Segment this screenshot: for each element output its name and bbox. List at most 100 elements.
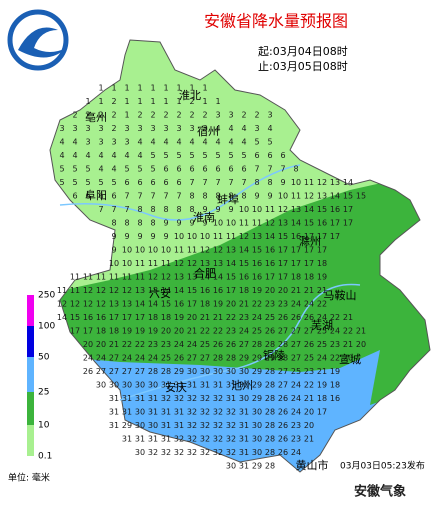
grid-value: 7 xyxy=(241,178,246,187)
legend-band xyxy=(27,425,34,456)
grid-value: 21 xyxy=(304,286,314,295)
grid-value: 12 xyxy=(83,286,93,295)
grid-value: 22 xyxy=(252,300,262,309)
city-label: 淮南 xyxy=(193,211,215,224)
grid-value: 3 xyxy=(98,138,103,147)
grid-value: 9 xyxy=(111,232,116,241)
grid-value: 20 xyxy=(343,354,353,363)
grid-value: 26 xyxy=(278,435,288,444)
grid-value: 8 xyxy=(137,205,142,214)
grid-value: 23 xyxy=(226,327,236,336)
grid-value: 17 xyxy=(187,300,197,309)
grid-value: 24 xyxy=(96,354,106,363)
grid-value: 29 xyxy=(252,462,262,471)
grid-value: 6 xyxy=(280,151,285,160)
grid-value: 5 xyxy=(228,151,233,160)
grid-value: 1 xyxy=(124,97,129,106)
grid-value: 23 xyxy=(148,340,158,349)
grid-value: 24 xyxy=(317,354,327,363)
grid-value: 9 xyxy=(267,192,272,201)
grid-value: 3 xyxy=(228,111,233,120)
grid-value: 27 xyxy=(278,327,288,336)
grid-value: 14 xyxy=(291,219,301,228)
grid-value: 29 xyxy=(239,354,249,363)
grid-value: 30 xyxy=(213,367,223,376)
grid-value: 32 xyxy=(187,408,197,417)
grid-value: 31 xyxy=(226,381,236,390)
grid-value: 16 xyxy=(213,286,223,295)
grid-value: 5 xyxy=(124,165,129,174)
grid-value: 26 xyxy=(83,367,93,376)
grid-value: 32 xyxy=(213,408,223,417)
grid-value: 14 xyxy=(135,300,145,309)
grid-value: 32 xyxy=(161,394,171,403)
grid-value: 16 xyxy=(317,219,327,228)
grid-value: 30 xyxy=(148,381,158,390)
grid-value: 7 xyxy=(137,192,142,201)
grid-value: 15 xyxy=(317,205,327,214)
grid-value: 22 xyxy=(343,327,353,336)
grid-value: 1 xyxy=(124,111,129,120)
grid-value: 5 xyxy=(72,178,77,187)
legend-label: 10 xyxy=(38,421,50,431)
grid-value: 3 xyxy=(98,124,103,133)
grid-value: 30 xyxy=(135,408,145,417)
grid-value: 3 xyxy=(215,111,220,120)
start-time: 起:03月04日08时 xyxy=(258,45,348,58)
grid-value: 31 xyxy=(148,408,158,417)
grid-value: 4 xyxy=(189,138,194,147)
grid-value: 13 xyxy=(226,246,236,255)
grid-value: 32 xyxy=(187,448,197,457)
grid-value: 2 xyxy=(189,111,194,120)
grid-value: 5 xyxy=(241,151,246,160)
grid-value: 28 xyxy=(278,340,288,349)
grid-value: 3 xyxy=(111,138,116,147)
grid-value: 29 xyxy=(252,367,262,376)
grid-value: 26 xyxy=(291,313,301,322)
grid-value: 17 xyxy=(343,219,353,228)
grid-value: 30 xyxy=(239,381,249,390)
grid-value: 13 xyxy=(252,232,262,241)
legend-band xyxy=(27,295,34,326)
grid-value: 29 xyxy=(252,354,262,363)
legend-band xyxy=(27,326,34,357)
grid-value: 17 xyxy=(304,232,314,241)
grid-value: 5 xyxy=(254,138,259,147)
grid-value: 12 xyxy=(83,300,93,309)
grid-value: 4 xyxy=(59,151,64,160)
grid-value: 15 xyxy=(226,273,236,282)
grid-value: 28 xyxy=(148,367,158,376)
grid-value: 28 xyxy=(265,435,275,444)
grid-value: 32 xyxy=(200,421,210,430)
grid-value: 32 xyxy=(226,448,236,457)
grid-value: 26 xyxy=(278,448,288,457)
grid-value: 32 xyxy=(200,435,210,444)
grid-value: 32 xyxy=(174,394,184,403)
grid-value: 31 xyxy=(174,421,184,430)
grid-value: 21 xyxy=(109,340,119,349)
grid-value: 31 xyxy=(213,381,223,390)
grid-value: 30 xyxy=(96,381,106,390)
grid-value: 23 xyxy=(291,435,301,444)
grid-value: 26 xyxy=(226,340,236,349)
grid-value: 4 xyxy=(241,124,246,133)
grid-value: 11 xyxy=(148,259,158,268)
grid-value: 13 xyxy=(291,205,301,214)
grid-value: 10 xyxy=(252,205,262,214)
grid-value: 30 xyxy=(135,448,145,457)
grid-value: 14 xyxy=(213,273,223,282)
grid-value: 6 xyxy=(72,192,77,201)
grid-value: 6 xyxy=(150,178,155,187)
grid-value: 4 xyxy=(202,138,207,147)
grid-value: 19 xyxy=(252,286,262,295)
grid-value: 1 xyxy=(98,97,103,106)
grid-value: 1 xyxy=(202,97,207,106)
grid-value: 2 xyxy=(150,111,155,120)
grid-value: 31 xyxy=(239,421,249,430)
grid-value: 17 xyxy=(278,246,288,255)
grid-value: 3 xyxy=(124,138,129,147)
grid-value: 16 xyxy=(252,259,262,268)
grid-value: 22 xyxy=(304,381,314,390)
grid-value: 13 xyxy=(200,259,210,268)
grid-value: 30 xyxy=(226,462,236,471)
